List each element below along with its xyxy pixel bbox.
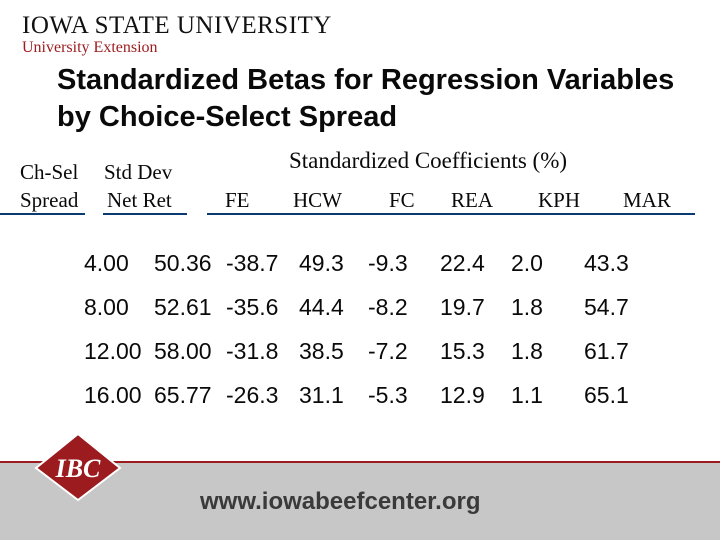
table-row: 8.00 52.61 -35.6 44.4 -8.2 19.7 1.8 54.7 <box>0 294 720 334</box>
slide-title: Standardized Betas for Regression Variab… <box>57 64 675 133</box>
header-stddev: Std Dev <box>104 160 173 184</box>
cell-fe: -26.3 <box>226 382 279 408</box>
cell-spread: 8.00 <box>84 294 129 320</box>
cell-stddev: 65.77 <box>154 382 212 408</box>
rule-col1 <box>0 213 85 215</box>
ibc-logo: IBC <box>34 432 122 502</box>
cell-spread: 16.00 <box>84 382 142 408</box>
header-netret: Net Ret <box>107 188 172 212</box>
cell-fe: -31.8 <box>226 338 279 364</box>
header-rea: REA <box>451 188 493 212</box>
cell-kph: 2.0 <box>511 250 543 276</box>
cell-rea: 15.3 <box>440 338 485 364</box>
cell-kph: 1.8 <box>511 294 543 320</box>
header-chsel: Ch-Sel <box>20 160 79 184</box>
cell-rea: 19.7 <box>440 294 485 320</box>
cell-hcw: 31.1 <box>299 382 344 408</box>
cell-rea: 22.4 <box>440 250 485 276</box>
cell-mar: 65.1 <box>584 382 629 408</box>
table-row: 12.00 58.00 -31.8 38.5 -7.2 15.3 1.8 61.… <box>0 338 720 378</box>
cell-kph: 1.8 <box>511 338 543 364</box>
header-fe: FE <box>225 188 250 212</box>
cell-fe: -35.6 <box>226 294 279 320</box>
footer-rule <box>0 461 720 463</box>
rule-col2 <box>103 213 187 215</box>
header-fc: FC <box>389 188 415 212</box>
cell-spread: 12.00 <box>84 338 142 364</box>
cell-fc: -7.2 <box>368 338 408 364</box>
university-name: IOWA STATE UNIVERSITY <box>22 12 332 39</box>
footer-band <box>0 463 720 540</box>
header-hcw: HCW <box>293 188 342 212</box>
header-spread: Spread <box>20 188 79 212</box>
extension-name: University Extension <box>22 39 158 56</box>
table-row: 4.00 50.36 -38.7 49.3 -9.3 22.4 2.0 43.3 <box>0 250 720 290</box>
cell-fc: -8.2 <box>368 294 408 320</box>
footer-url[interactable]: www.iowabeefcenter.org <box>200 488 481 515</box>
ibc-logo-text: IBC <box>55 454 101 483</box>
cell-stddev: 50.36 <box>154 250 212 276</box>
cell-rea: 12.9 <box>440 382 485 408</box>
cell-mar: 54.7 <box>584 294 629 320</box>
cell-fc: -5.3 <box>368 382 408 408</box>
cell-fe: -38.7 <box>226 250 279 276</box>
cell-stddev: 52.61 <box>154 294 212 320</box>
cell-fc: -9.3 <box>368 250 408 276</box>
ibc-logo-diamond <box>34 432 122 502</box>
cell-hcw: 44.4 <box>299 294 344 320</box>
cell-mar: 61.7 <box>584 338 629 364</box>
header-mar: MAR <box>623 188 671 212</box>
header-group: Standardized Coefficients (%) <box>289 148 568 173</box>
rule-coef <box>207 213 695 215</box>
cell-spread: 4.00 <box>84 250 129 276</box>
header-kph: KPH <box>538 188 581 212</box>
cell-hcw: 38.5 <box>299 338 344 364</box>
cell-kph: 1.1 <box>511 382 543 408</box>
cell-stddev: 58.00 <box>154 338 212 364</box>
cell-hcw: 49.3 <box>299 250 344 276</box>
table-row: 16.00 65.77 -26.3 31.1 -5.3 12.9 1.1 65.… <box>0 382 720 422</box>
cell-mar: 43.3 <box>584 250 629 276</box>
